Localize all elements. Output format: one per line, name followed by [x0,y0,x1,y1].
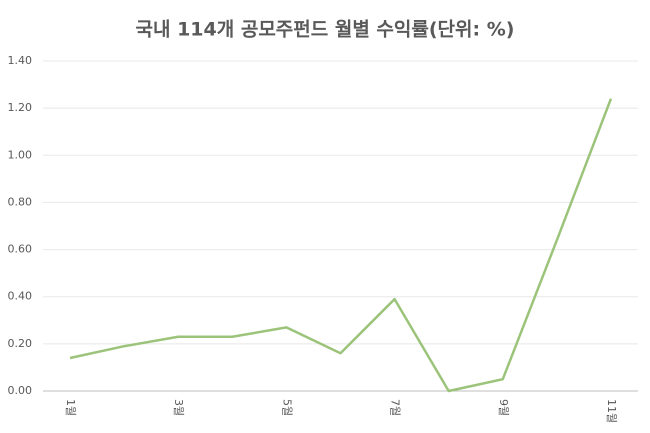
y-tick-label: 1.00 [8,148,33,161]
x-tick-label: 5월 [280,399,293,416]
x-tick-label: 1월 [64,399,77,416]
y-tick-label: 0.60 [8,243,33,256]
x-tick-label: 7월 [389,399,402,416]
line [69,98,613,393]
y-tick-label: 0.00 [8,384,33,397]
y-tick-label: 1.40 [8,54,33,67]
x-tick-label: 3월 [172,399,185,416]
chart-title: 국내 114개 공모주펀드 월별 수익률(단위: %) [136,19,515,41]
y-tick-label: 1.20 [8,101,33,114]
y-tick-label: 0.40 [8,290,33,303]
y-tick-label: 0.80 [8,195,33,208]
y-tick-label: 0.20 [8,337,33,350]
x-tick-label: 9월 [497,399,510,416]
x-tick-label: 11월 [605,399,618,423]
